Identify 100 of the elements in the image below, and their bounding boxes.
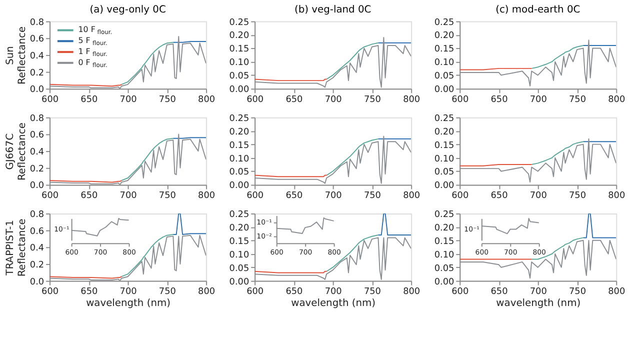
- x-tick-label: 650: [286, 95, 304, 106]
- y-tick-label: 0.4: [30, 51, 44, 62]
- y-tick-label: 0.05: [434, 264, 454, 274]
- y-tick-label: 0.25: [434, 210, 454, 220]
- x-tick-label: 750: [364, 191, 382, 202]
- y-tick-label: 0.20: [229, 127, 250, 138]
- x-tick-label: 800: [608, 287, 626, 298]
- x-axis-title: wavelength (nm): [291, 298, 376, 310]
- y-tick-label: 0.15: [434, 140, 454, 151]
- y-tick-label: 0.2: [30, 260, 44, 270]
- y-tick-label: 0.2: [30, 68, 44, 78]
- x-tick-label: 600: [452, 287, 469, 298]
- x-tick-label: 700: [120, 191, 138, 202]
- x-tick-label: 750: [364, 95, 382, 106]
- y-tick-label: 0.8: [30, 114, 44, 124]
- y-tick-label: 0.10: [229, 154, 250, 164]
- x-tick-label: 600: [452, 95, 469, 106]
- y-tick-label: 0.10: [434, 250, 454, 260]
- x-axis-title: wavelength (nm): [86, 298, 171, 310]
- y-tick-label: 0.00: [229, 181, 250, 192]
- y-tick-label: 0.25: [229, 114, 250, 124]
- y-tick-label: 0.00: [434, 277, 454, 288]
- y-axis-title: Sun Reflectance: [5, 26, 28, 84]
- y-tick-label: 0.25: [229, 18, 250, 28]
- y-tick-label: 0.15: [434, 44, 454, 55]
- chart-title: (a) veg-only 0C: [90, 4, 166, 16]
- y-axis-title: GJ667C Reflectance: [5, 122, 28, 181]
- x-tick-label: 700: [120, 287, 138, 298]
- x-tick-label: 750: [158, 95, 176, 106]
- x-tick-label: 600: [246, 191, 264, 202]
- y-tick-label: 0.0: [30, 277, 44, 288]
- x-tick-label: 800: [403, 287, 420, 298]
- y-tick-label: 0.6: [30, 130, 44, 141]
- x-tick-label: 600: [452, 191, 469, 202]
- y-tick-label: 0.15: [229, 236, 250, 247]
- y-tick-label: 0.05: [229, 72, 250, 82]
- x-tick-label: 700: [324, 95, 342, 106]
- y-tick-label: 0.05: [434, 168, 454, 178]
- y-tick-label: 0.25: [434, 114, 454, 124]
- line-series: [121, 138, 174, 182]
- y-tick-label: 0.4: [30, 244, 44, 254]
- y-tick-label: 0.20: [229, 31, 250, 42]
- line-series: [531, 141, 584, 166]
- y-tick-label: 0.25: [434, 18, 454, 28]
- y-tick-label: 0.00: [434, 181, 454, 192]
- x-tick-label: 650: [286, 191, 304, 202]
- y-tick-label: 0.20: [434, 127, 454, 138]
- y-tick-label: 0.05: [229, 168, 250, 178]
- y-tick-label: 0.10: [434, 154, 454, 164]
- y-tick-label: 0.25: [229, 210, 250, 220]
- x-axis-title: wavelength (nm): [496, 298, 581, 310]
- x-tick-label: 800: [198, 191, 216, 202]
- y-tick-label: 0.6: [30, 226, 44, 237]
- line-series: [326, 234, 379, 272]
- chart-title: (b) veg-land 0C: [294, 4, 372, 16]
- line-series: [531, 237, 584, 260]
- chart-title: (c) mod-earth 0C: [496, 4, 580, 16]
- x-tick-label: 650: [490, 95, 508, 106]
- y-tick-label: 0.8: [30, 18, 44, 28]
- y-tick-label: 0.00: [229, 277, 250, 288]
- x-tick-label: 650: [80, 95, 98, 106]
- line-series: [531, 45, 584, 69]
- x-tick-label: 650: [490, 191, 508, 202]
- x-tick-label: 800: [608, 191, 626, 202]
- y-tick-label: 0.2: [30, 164, 44, 174]
- x-tick-label: 800: [608, 95, 626, 106]
- x-tick-label: 600: [42, 95, 59, 106]
- y-tick-label: 0.05: [434, 72, 454, 82]
- y-tick-label: 0.4: [30, 148, 44, 158]
- x-tick-label: 650: [80, 191, 98, 202]
- x-tick-label: 800: [403, 95, 420, 106]
- y-tick-label: 0.0: [30, 181, 44, 192]
- line-series: [121, 234, 174, 278]
- x-tick-label: 650: [490, 287, 508, 298]
- y-tick-label: 0.8: [30, 210, 44, 220]
- x-tick-label: 700: [324, 191, 342, 202]
- y-tick-label: 0.6: [30, 34, 44, 45]
- y-tick-label: 0.10: [229, 250, 250, 260]
- x-tick-label: 750: [158, 287, 176, 298]
- x-tick-label: 700: [324, 287, 342, 298]
- x-tick-label: 600: [246, 95, 264, 106]
- line-series: [326, 42, 379, 80]
- y-tick-label: 0.00: [229, 85, 250, 96]
- x-tick-label: 800: [198, 287, 216, 298]
- x-tick-label: 750: [364, 287, 382, 298]
- y-tick-label: 0.15: [229, 44, 250, 55]
- y-axis-title: TRAPPIST-1 Reflectance: [5, 218, 28, 277]
- x-tick-label: 650: [80, 287, 98, 298]
- x-tick-label: 700: [530, 95, 548, 106]
- line-series: [326, 138, 379, 176]
- x-tick-label: 650: [286, 287, 304, 298]
- x-tick-label: 750: [569, 191, 586, 202]
- x-tick-label: 800: [403, 191, 420, 202]
- y-tick-label: 0.10: [434, 58, 454, 68]
- y-tick-label: 0.20: [229, 223, 250, 234]
- x-tick-label: 600: [246, 287, 264, 298]
- y-tick-label: 0.05: [229, 264, 250, 274]
- x-tick-label: 750: [569, 287, 586, 298]
- y-tick-label: 0.20: [434, 223, 454, 234]
- x-tick-label: 750: [569, 95, 586, 106]
